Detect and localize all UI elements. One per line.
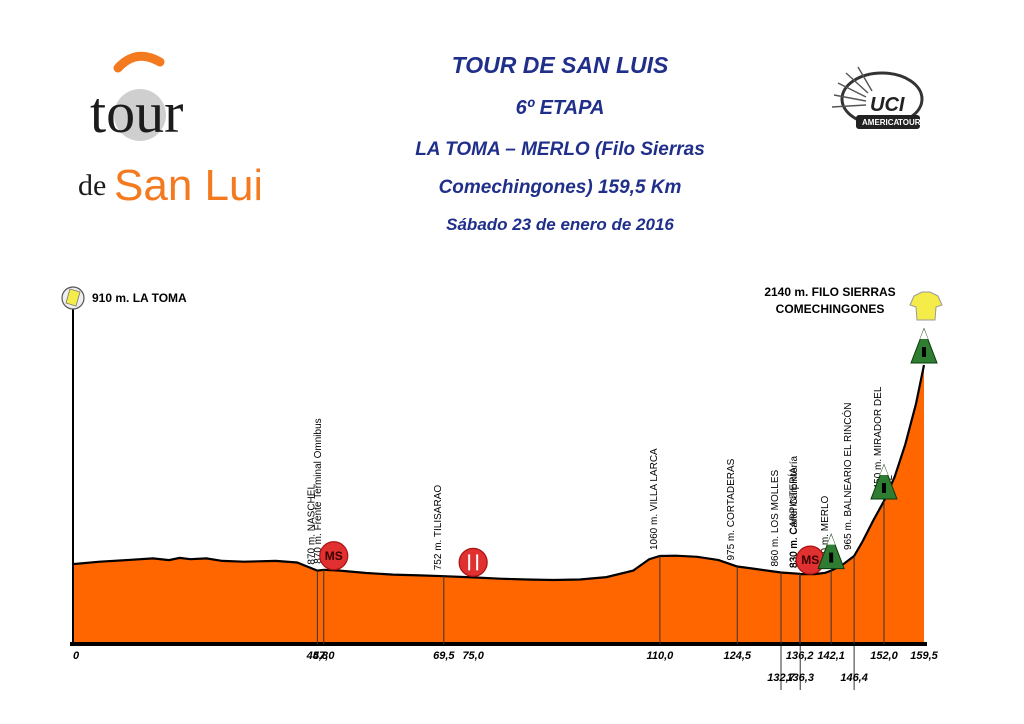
mountain-shape xyxy=(870,463,898,500)
markers-layer: MS MS xyxy=(319,327,938,577)
mountain-snow xyxy=(879,464,888,475)
mountain-icon xyxy=(910,327,938,364)
waypoint-label: 830 m. Cartel Carpintería xyxy=(789,455,800,568)
stage-title: 6º ETAPA xyxy=(515,97,605,119)
logo-wheel-icon xyxy=(114,89,166,141)
uci-text: UCI xyxy=(870,94,905,116)
logo-word-tour: tour xyxy=(90,80,183,145)
mountain-shape xyxy=(817,533,845,570)
route-line-2: Comechingones) 159,5 Km xyxy=(438,177,682,198)
tick-label: 110,0 xyxy=(647,650,675,662)
sprint-marker: MS xyxy=(319,541,349,571)
profile-area xyxy=(73,365,924,644)
waypoint-label: 1450 m. MIRADOR DEL xyxy=(873,386,884,495)
uci-america-text: AMERICA xyxy=(862,118,900,127)
waypoint-label: 870 m. NASCHEL xyxy=(306,484,317,565)
stage-date: Sábado 23 de enero de 2016 xyxy=(446,215,674,234)
tick-label: 136,2 xyxy=(786,650,814,662)
tour-de-san-luis-logo: tour de San Luis xyxy=(78,51,260,210)
mountain-category-mark xyxy=(922,347,926,357)
waypoint-label: 975 m. CORTADERAS xyxy=(726,458,737,560)
feed-badge xyxy=(458,547,488,577)
tick-label: 124,5 xyxy=(723,650,751,662)
uci-america-tour-logo: UCI AMERICA TOUR xyxy=(831,66,924,129)
waypoint-label: 1060 m. VILLA LARCA xyxy=(649,448,660,550)
start-label: 910 m. LA TOMA xyxy=(92,291,187,305)
mountain-shape xyxy=(910,327,938,364)
tick-label: 45,8 xyxy=(306,650,329,662)
waypoint-label: 830 m. CARPINTERÍA xyxy=(787,467,800,568)
tick-label: 0 xyxy=(73,650,80,662)
waypoint-lines-layer xyxy=(316,500,885,644)
mountain-icon xyxy=(870,463,898,500)
feed-zone-icon xyxy=(458,547,488,577)
tick-label-lower: 132,7 xyxy=(767,672,795,684)
ticks-layer: 0 45,847,0 69,5 75,0 110,0 124,5 136,2 142,1 152… xyxy=(73,646,939,690)
waypoint-label: 965 m. BALNEARIO EL RINCÓN xyxy=(841,403,854,550)
uci-tour-text: TOUR xyxy=(898,118,921,127)
yellow-jersey-icon xyxy=(909,291,943,321)
start-flag-icon xyxy=(61,286,85,310)
logo-swoosh-icon xyxy=(113,51,165,73)
tick-label: 159,5 xyxy=(910,650,938,662)
tick-label: 152,0 xyxy=(870,650,898,662)
tick-label: 69,5 xyxy=(433,650,455,662)
waypoint-label: 752 m. TILISARAO xyxy=(433,485,444,571)
finish-label-1: 2140 m. FILO SIERRAS xyxy=(764,285,895,299)
mountain-icon xyxy=(817,533,845,570)
profile-layer xyxy=(70,364,927,646)
mountain-category-mark xyxy=(829,552,834,563)
uci-banner xyxy=(856,115,920,129)
mountain-snow xyxy=(827,534,836,545)
tick-label-lower: 136,3 xyxy=(786,672,814,684)
waypoint-label: 830 m. MERLO xyxy=(820,495,831,564)
tick-label: 75,0 xyxy=(462,650,484,662)
sprint-marker-label: MS xyxy=(325,549,343,563)
tick-label: 47,0 xyxy=(312,650,335,662)
mountain-snow xyxy=(920,329,928,339)
finish-label-2: COMECHINGONES xyxy=(776,302,885,316)
sprint-badge xyxy=(319,541,349,571)
uci-rays-icon xyxy=(831,66,873,108)
tick-label: 142,1 xyxy=(817,650,845,662)
logo-word-de: de xyxy=(78,169,106,202)
route-line-1: LA TOMA – MERLO (Filo Sierras xyxy=(415,139,705,160)
logo-word-sanluis: San Luis xyxy=(114,161,260,210)
tick-label-lower: 146,4 xyxy=(840,672,868,684)
sprint-marker-label: MS xyxy=(801,553,819,567)
race-title: TOUR DE SAN LUIS xyxy=(451,52,669,78)
waypoint-label: 870 m. Frente Terminal Omnibus xyxy=(313,418,324,563)
waypoint-label: 860 m. LOS MOLLES xyxy=(770,469,781,566)
sprint-marker: MS xyxy=(795,545,825,575)
mountain-category-mark xyxy=(881,482,886,493)
profile-outline xyxy=(72,364,926,582)
